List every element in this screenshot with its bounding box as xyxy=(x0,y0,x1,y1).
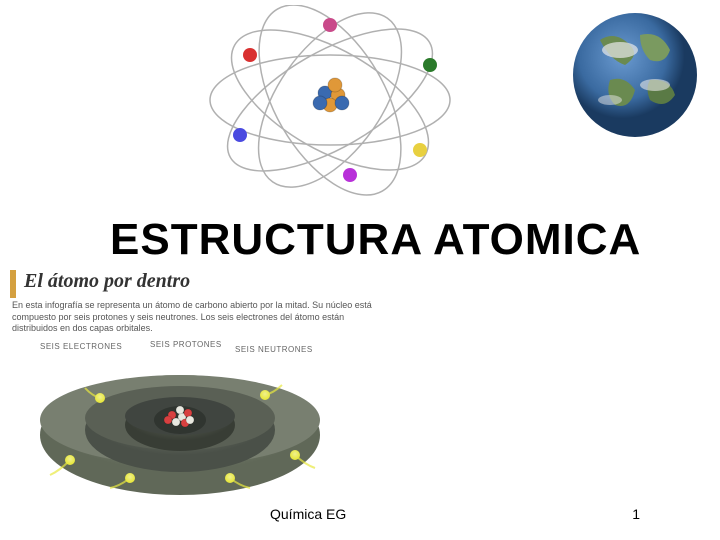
label-electrons: SEIS ELECTRONES xyxy=(40,342,122,351)
label-protons: SEIS PROTONES xyxy=(150,340,222,349)
infographic-title: El átomo por dentro xyxy=(24,270,190,293)
page-number: 1 xyxy=(632,506,640,522)
infographic-description: En esta infografía se representa un átom… xyxy=(12,300,372,335)
accent-bar xyxy=(10,270,16,298)
atom-orbital-diagram xyxy=(200,5,460,205)
label-neutrons: SEIS NEUTRONES xyxy=(235,345,313,354)
footer-label: Química EG xyxy=(270,506,346,522)
earth-globe-image xyxy=(570,10,700,140)
atom-cutaway-diagram xyxy=(30,360,310,500)
page-title: ESTRUCTURA ATOMICA xyxy=(110,215,641,265)
atom-infographic: El átomo por dentro En esta infografía s… xyxy=(10,270,390,500)
